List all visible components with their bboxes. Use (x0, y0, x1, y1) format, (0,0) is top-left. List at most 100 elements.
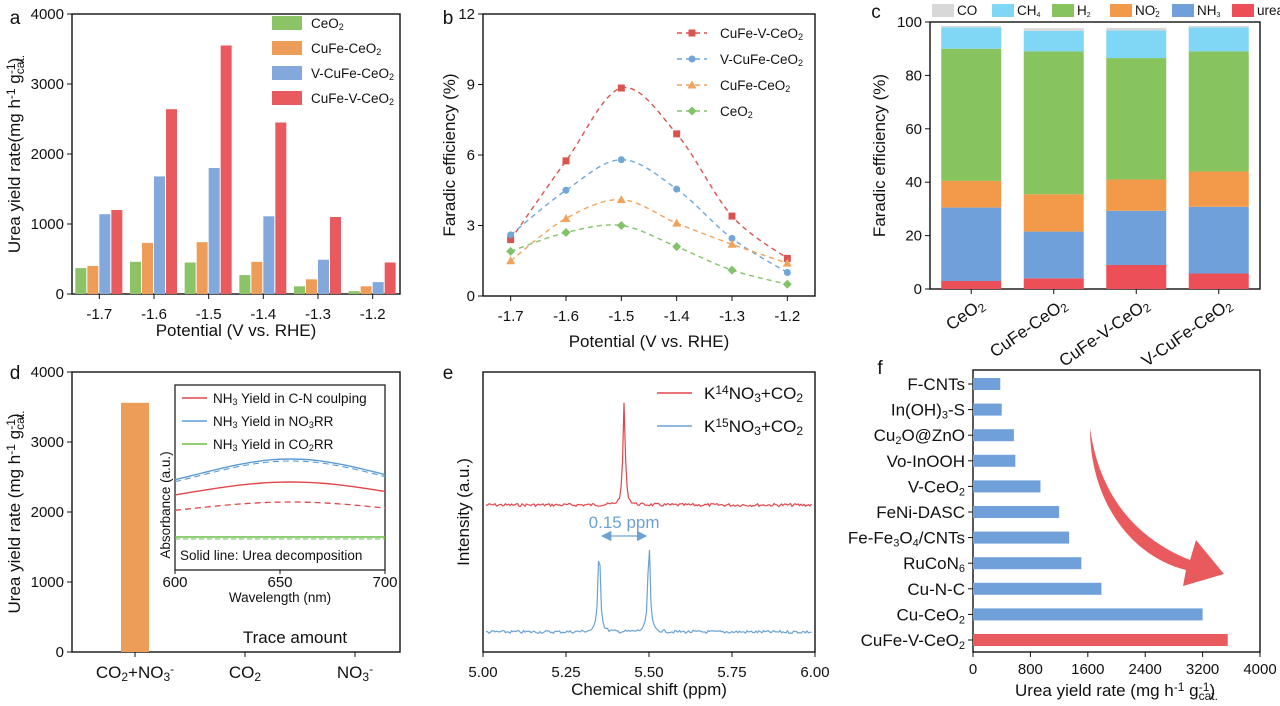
data-point (783, 254, 791, 262)
bar (251, 261, 263, 294)
annotation: Trace amount (243, 628, 348, 647)
bar (372, 282, 384, 294)
x-tick-label: V-CuFe-CeO2 (1138, 295, 1236, 373)
data-point (688, 55, 696, 63)
legend-label: CuFe-CeO2 (311, 41, 381, 57)
legend-swatch (1110, 4, 1132, 17)
legend-swatch (932, 4, 954, 17)
plot-frame (482, 371, 816, 653)
y-tick-label: 9 (467, 77, 475, 94)
y-axis-label: Intensity (a.u.) (454, 458, 473, 566)
panel-letter: b (443, 8, 454, 29)
x-tick-label: 2400 (1129, 661, 1162, 678)
legend-label: CuFe-V-CeO2 (311, 91, 394, 107)
y-tick-label: 0 (467, 288, 475, 305)
series (506, 221, 792, 289)
y-tick-label: 80 (905, 67, 922, 84)
legend-label: CeO2 (311, 16, 344, 32)
panel-c: c020406080100CeO2CuFe-CeO2CuFe-V-CeO2V-C… (870, 2, 1280, 373)
x-tick-label: 5.50 (634, 664, 663, 681)
stack-segment (1188, 206, 1249, 274)
legend-label: K14NO3+CO2 (704, 383, 803, 405)
legend-label: CuFe-V-CeO2 (720, 26, 803, 42)
bar (220, 45, 232, 294)
panel-a: a 0 1000 2000 3000 4000 -1.7 -1.6 -1.5 -1.4 -1.3 -1… (4, 6, 401, 340)
series-line (510, 224, 788, 285)
inset-line (174, 501, 386, 511)
stack-segment (1106, 179, 1167, 211)
x-axis-label: Potential (V vs. RHE) (569, 332, 730, 351)
legend-swatch (1232, 4, 1254, 17)
inset-x-label: Wavelength (nm) (229, 590, 331, 605)
data-point (727, 239, 737, 248)
x-tick-label: 1600 (1071, 661, 1104, 678)
data-point (616, 221, 626, 230)
series-line (510, 198, 788, 264)
stack-segment (941, 48, 1002, 181)
bar (154, 176, 165, 294)
legend-label: CeO2 (720, 104, 753, 120)
panel-letter: c (871, 2, 881, 23)
stack-segment (1023, 51, 1084, 195)
bar (142, 242, 153, 294)
y-tick-label: FeNi-DASC (876, 503, 965, 522)
series-line (510, 158, 788, 274)
legend-label: CuFe-CeO2 (720, 78, 790, 94)
legend-swatch (272, 66, 302, 80)
x-tick-label: -1.2 (360, 306, 386, 323)
stack-segment (1106, 30, 1167, 59)
stack-segment (1023, 28, 1084, 31)
stack-segment (1106, 58, 1167, 180)
panel-d: d 0 1000 2000 3000 4000 CO2+NO3- CO2 NO3- Trace a… (4, 363, 401, 684)
legend-label: K15NO3+CO2 (704, 416, 803, 438)
bar (973, 506, 1060, 518)
y-axis-label: Faradic efficiency (%) (870, 74, 889, 237)
bar (75, 268, 87, 294)
panel-e: e 5.00 5.25 5.50 5.75 6.00 0.15 ppm Chemical sh… (443, 363, 830, 699)
x-tick-label: -1.6 (141, 306, 167, 323)
y-tick-label: In(OH)3-S (891, 401, 965, 422)
data-point (688, 29, 696, 37)
y-tick-label: Vo-InOOH (887, 452, 965, 471)
data-point (616, 195, 626, 204)
x-tick-label: -1.4 (664, 308, 690, 325)
spectrum-line (485, 549, 812, 635)
stack-segment (1188, 273, 1249, 289)
bar (330, 217, 341, 294)
y-tick-label: 100 (897, 14, 922, 31)
y-tick-label: 4000 (31, 6, 64, 23)
x-tick-label: -1.7 (86, 306, 112, 323)
inset-line (174, 481, 386, 496)
x-tick-label: 6.00 (800, 664, 829, 681)
y-tick-label: F-CNTs (907, 375, 965, 394)
bar (348, 291, 360, 294)
y-tick-label: RuCoN6 (903, 554, 965, 575)
stack-segment (1023, 231, 1084, 279)
y-tick-label: CuFe-V-CeO2 (861, 631, 965, 652)
annotation: 0.15 ppm (589, 513, 660, 532)
legend-label: NO2- (1135, 3, 1160, 19)
bar (973, 582, 1102, 595)
bar (99, 214, 111, 294)
bar (130, 261, 141, 294)
x-tick-label: -1.6 (553, 308, 579, 325)
y-tick-label: 1000 (31, 216, 64, 233)
legend-swatch (1052, 4, 1074, 17)
bar (973, 634, 1228, 646)
stack-segment (1106, 210, 1167, 265)
data-point (727, 265, 737, 275)
bar (318, 259, 329, 294)
spectrum-line (485, 402, 812, 508)
inset-line (174, 458, 386, 481)
inset-line (174, 460, 386, 483)
data-point (728, 234, 736, 242)
bar (87, 266, 99, 294)
stack-segment (1188, 171, 1249, 207)
x-tick-label: CuFe-V-CeO2 (1056, 295, 1154, 373)
data-point (506, 246, 516, 256)
stack-segment (941, 280, 1002, 289)
series (506, 195, 792, 267)
bar (306, 279, 317, 294)
inset-note: Solid line: Urea decomposition (180, 548, 362, 563)
